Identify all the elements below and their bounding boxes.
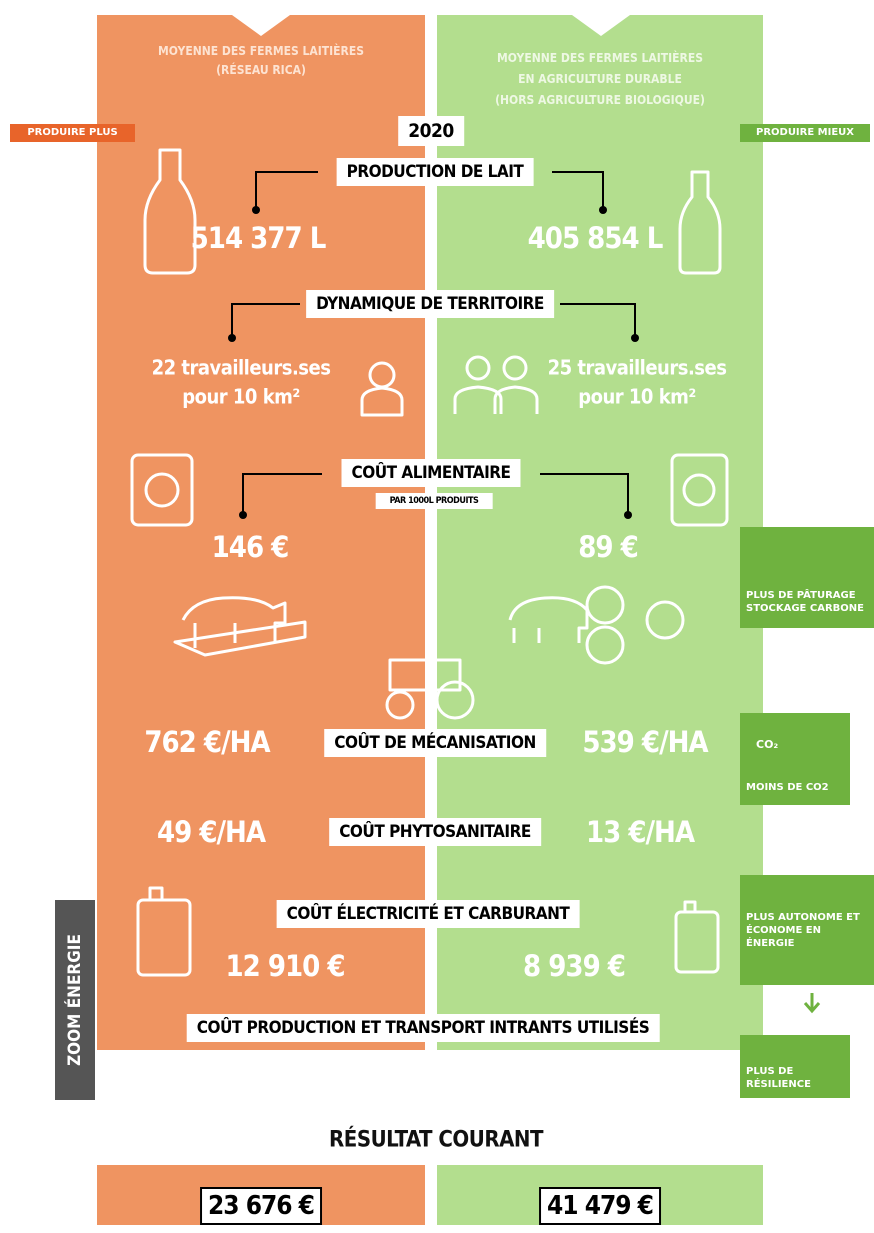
benefit-line: MOINS DE CO2	[746, 782, 829, 793]
benefit-line: PLUS DE	[746, 1066, 794, 1077]
value-left: 22 travailleurs.ses	[151, 355, 331, 380]
benefit: PLUS DE PÂTURAGE STOCKAGE CARBONE	[740, 527, 874, 628]
notch	[232, 15, 290, 36]
header-left: MOYENNE DES FERMES LAITIÈRES	[158, 44, 364, 58]
benefit-line: ÉNERGIE	[746, 938, 795, 949]
tag-left: PRODUIRE PLUS	[10, 124, 135, 142]
zoom-bar	[55, 900, 95, 1100]
benefit: CO₂ MOINS DE CO2	[740, 713, 850, 805]
tag-right: PRODUIRE MIEUX	[740, 124, 870, 142]
value-left: 40 939 €	[230, 1058, 350, 1092]
value-left: pour 10 km²	[182, 384, 300, 409]
benefit-line: STOCKAGE CARBONE	[746, 603, 864, 614]
value-right: 16 565 €	[515, 1058, 635, 1092]
value-right: 539 €/HA	[582, 725, 708, 759]
year: 2020	[398, 116, 464, 146]
value-right: pour 10 km²	[578, 384, 696, 409]
section-label: COÛT PRODUCTION ET TRANSPORT INTRANTS UT…	[186, 1014, 660, 1042]
connectors	[231, 171, 636, 515]
left-column	[97, 15, 425, 1050]
result-left: 23 676 €	[200, 1187, 322, 1225]
benefit: PLUS AUTONOME ET ÉCONOME EN ÉNERGIE	[740, 875, 874, 985]
value-left: 12 910 €	[225, 949, 345, 983]
result-right: 41 479 €	[539, 1187, 661, 1225]
value-right: 8 939 €	[523, 949, 626, 983]
co2-icon-text: CO₂	[756, 738, 779, 751]
value-left: 762 €/HA	[144, 725, 270, 759]
section-label: COÛT PHYTOSANITAIRE	[329, 818, 541, 846]
zoom-label: ZOOM ÉNERGIE	[65, 934, 85, 1066]
section-label: DYNAMIQUE DE TERRITOIRE	[306, 290, 554, 318]
header-right: (HORS AGRICULTURE BIOLOGIQUE)	[495, 93, 705, 107]
value-right: 89 €	[578, 530, 639, 564]
value-left: 49 €/HA	[156, 815, 266, 849]
icons	[110, 148, 735, 1097]
header-right: EN AGRICULTURE DURABLE	[518, 72, 682, 86]
benefit-line: ÉCONOME EN	[746, 925, 822, 936]
value-right: 25 travailleurs.ses	[547, 355, 727, 380]
header-right: MOYENNE DES FERMES LAITIÈRES	[497, 51, 703, 65]
section-label: PRODUCTION DE LAIT	[336, 158, 534, 186]
section-label: COÛT ÉLECTRICITÉ ET CARBURANT	[276, 900, 580, 928]
connector-dots	[228, 206, 639, 519]
value-right: 13 €/HA	[585, 815, 695, 849]
result-label: RÉSULTAT COURANT	[329, 1127, 543, 1153]
benefit-line: PLUS DE PÂTURAGE	[746, 590, 856, 601]
value-left: 146 €	[211, 530, 290, 564]
section-label: COÛT ALIMENTAIRE	[341, 459, 521, 487]
arrow-down	[803, 993, 821, 1014]
notch	[572, 15, 630, 36]
benefit-line: RÉSILIENCE	[746, 1079, 811, 1090]
value-left: 514 377 L	[190, 221, 327, 255]
section-sublabel: PAR 1000L PRODUITS	[375, 493, 493, 509]
value-right: 405 854 L	[527, 221, 664, 255]
benefit: PLUS DE RÉSILIENCE	[740, 1035, 850, 1098]
benefit-line: PLUS AUTONOME ET	[746, 912, 860, 923]
header-left: (RÉSEAU RICA)	[216, 63, 306, 77]
section-label: COÛT DE MÉCANISATION	[324, 729, 546, 757]
